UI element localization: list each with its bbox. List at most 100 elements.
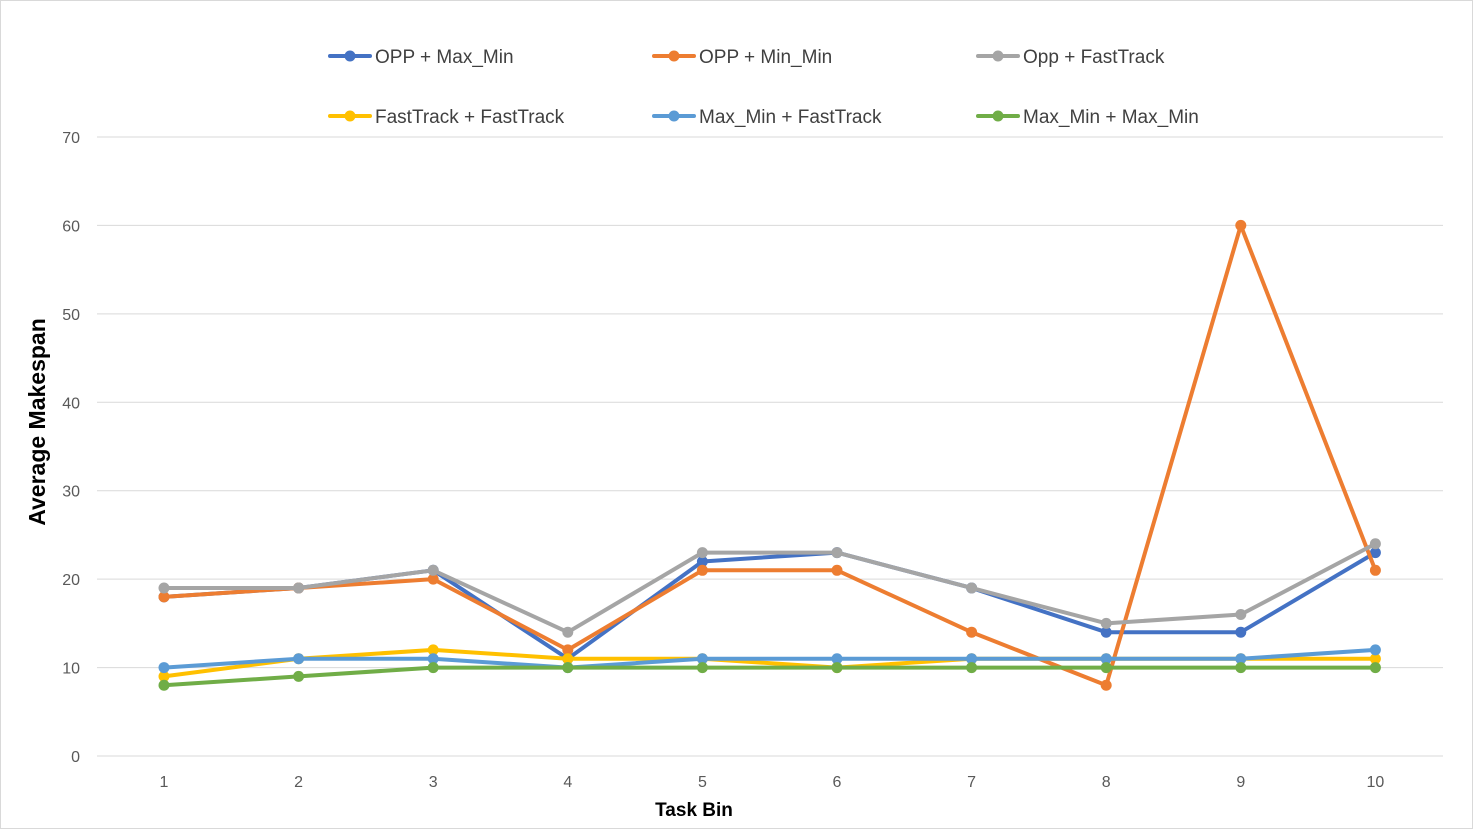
data-point xyxy=(1235,662,1247,674)
data-point xyxy=(158,591,170,603)
series-0 xyxy=(158,547,1381,665)
data-point xyxy=(1369,538,1381,550)
legend-swatch-marker xyxy=(344,110,356,122)
data-point xyxy=(696,555,708,567)
x-tick-label: 4 xyxy=(563,774,572,791)
legend: OPP + Max_Min OPP + Min_Min Opp + FastTrac… xyxy=(328,47,1199,128)
data-point xyxy=(831,653,843,665)
data-point xyxy=(1100,662,1112,674)
series-line xyxy=(162,541,1378,635)
data-point xyxy=(966,626,978,638)
y-tick-label: 60 xyxy=(62,218,80,235)
data-point xyxy=(1100,679,1112,691)
legend-item: Max_Min + FastTrack xyxy=(652,107,882,128)
legend-swatch-marker xyxy=(344,50,356,62)
data-point xyxy=(293,582,305,594)
data-point xyxy=(1235,653,1247,665)
data-point xyxy=(831,564,843,576)
x-tick-label: 7 xyxy=(967,774,976,791)
data-point xyxy=(1100,617,1112,629)
y-tick-label: 40 xyxy=(62,395,80,412)
legend-label: OPP + Max_Min xyxy=(375,47,514,68)
data-point xyxy=(427,662,439,674)
y-axis-title: Average Makespan xyxy=(24,318,50,526)
data-point xyxy=(966,653,978,665)
legend-item: FastTrack + FastTrack xyxy=(328,107,565,128)
x-tick-label: 9 xyxy=(1236,774,1245,791)
data-point xyxy=(427,573,439,585)
data-point xyxy=(696,564,708,576)
legend-item: OPP + Max_Min xyxy=(328,47,514,68)
y-tick-label: 0 xyxy=(71,749,80,766)
data-point xyxy=(1235,609,1247,621)
data-point xyxy=(1369,547,1381,559)
series-line xyxy=(162,665,1378,688)
data-point xyxy=(966,662,978,674)
data-point xyxy=(158,670,170,682)
data-point xyxy=(696,662,708,674)
series-2 xyxy=(158,538,1381,638)
data-point xyxy=(1369,564,1381,576)
x-tick-label: 2 xyxy=(294,774,303,791)
data-point xyxy=(427,653,439,665)
y-tick-label: 10 xyxy=(62,661,80,678)
legend-item: OPP + Min_Min xyxy=(652,47,832,68)
data-point xyxy=(1369,662,1381,674)
series-5 xyxy=(158,662,1381,691)
data-point xyxy=(1100,626,1112,638)
data-point xyxy=(293,670,305,682)
legend-label: FastTrack + FastTrack xyxy=(375,107,565,128)
data-point xyxy=(1369,644,1381,656)
x-tick-label: 8 xyxy=(1102,774,1111,791)
data-point xyxy=(427,644,439,656)
legend-item: Max_Min + Max_Min xyxy=(976,107,1199,128)
y-axis-ticks: 0 10 20 30 40 50 60 70 xyxy=(62,130,80,766)
legend-label: Opp + FastTrack xyxy=(1023,47,1165,68)
data-point xyxy=(696,547,708,559)
legend-label: Max_Min + FastTrack xyxy=(699,107,882,128)
x-tick-label: 6 xyxy=(833,774,842,791)
legend-swatch-marker xyxy=(992,110,1004,122)
y-tick-label: 50 xyxy=(62,307,80,324)
x-tick-label: 5 xyxy=(698,774,707,791)
data-point xyxy=(158,679,170,691)
data-point xyxy=(158,582,170,594)
x-tick-label: 10 xyxy=(1367,774,1385,791)
y-tick-label: 70 xyxy=(62,130,80,147)
series-line xyxy=(162,223,1378,688)
legend-item: Opp + FastTrack xyxy=(976,47,1165,68)
data-point xyxy=(158,662,170,674)
series-3 xyxy=(158,644,1381,682)
data-point xyxy=(562,626,574,638)
y-tick-label: 20 xyxy=(62,572,80,589)
data-point xyxy=(562,653,574,665)
series-line xyxy=(162,647,1378,670)
gridlines xyxy=(97,136,1443,757)
data-point xyxy=(831,662,843,674)
series-4 xyxy=(158,644,1381,674)
data-point xyxy=(696,653,708,665)
data-point xyxy=(427,564,439,576)
y-tick-label: 30 xyxy=(62,484,80,501)
data-point xyxy=(293,653,305,665)
data-point xyxy=(1100,653,1112,665)
series-lines xyxy=(158,219,1381,691)
x-axis-ticks: 1 2 3 4 5 6 7 8 9 10 xyxy=(160,774,1385,791)
legend-swatch-marker xyxy=(668,50,680,62)
data-point xyxy=(831,547,843,559)
x-tick-label: 3 xyxy=(429,774,438,791)
legend-label: OPP + Min_Min xyxy=(699,47,832,68)
data-point xyxy=(1235,626,1247,638)
series-1 xyxy=(158,219,1381,691)
legend-label: Max_Min + Max_Min xyxy=(1023,107,1199,128)
data-point xyxy=(1369,653,1381,665)
data-point xyxy=(562,644,574,656)
legend-swatch-marker xyxy=(668,110,680,122)
legend-swatch-marker xyxy=(992,50,1004,62)
x-tick-label: 1 xyxy=(160,774,169,791)
data-point xyxy=(1235,219,1247,231)
data-point xyxy=(966,582,978,594)
data-point xyxy=(562,662,574,674)
